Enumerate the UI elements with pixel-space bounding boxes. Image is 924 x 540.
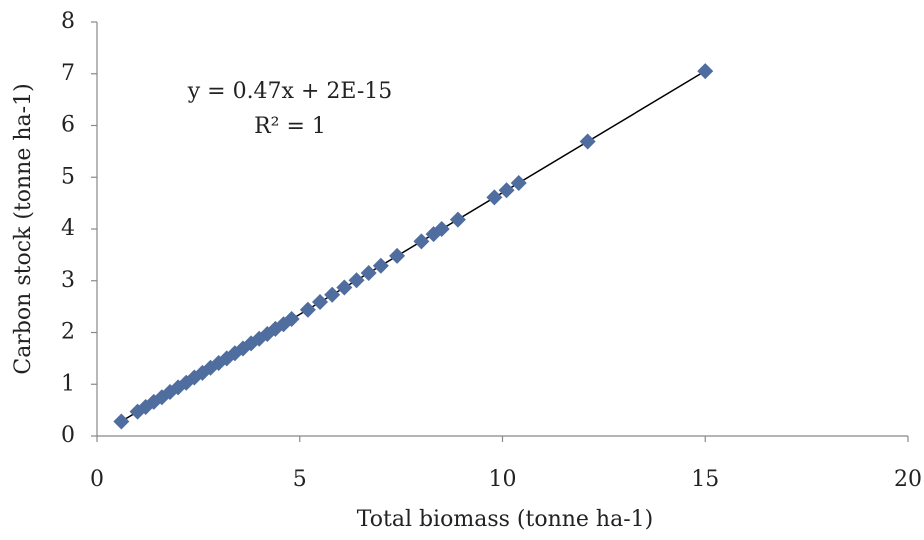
point <box>113 413 130 430</box>
y-tick-label: 3 <box>61 268 75 293</box>
x-tick-label: 15 <box>691 467 719 492</box>
point <box>299 301 316 318</box>
x-tick-label: 10 <box>489 467 517 492</box>
x-tick-label: 0 <box>90 467 104 492</box>
x-tick-label: 20 <box>894 467 922 492</box>
point <box>697 63 714 80</box>
point <box>433 221 450 237</box>
point <box>510 174 527 191</box>
y-tick-label: 7 <box>61 61 75 86</box>
equation: y = 0.47x + 2E-15 <box>187 79 393 104</box>
point <box>579 133 596 150</box>
y-tick-label: 2 <box>61 320 75 345</box>
y-tick-label: 8 <box>61 9 75 34</box>
point <box>312 293 329 310</box>
x-tick-label: 5 <box>293 467 307 492</box>
r-squared: R² = 1 <box>254 114 326 139</box>
y-axis-title: Carbon stock (tonne ha-1) <box>11 83 36 374</box>
point <box>498 182 515 199</box>
point <box>372 257 389 274</box>
point <box>449 211 466 228</box>
y-tick-label: 5 <box>61 164 75 189</box>
point <box>336 279 353 296</box>
y-tick-label: 0 <box>61 423 75 448</box>
point <box>324 286 341 303</box>
y-tick-label: 6 <box>61 113 75 138</box>
point <box>413 233 430 250</box>
point <box>348 272 365 289</box>
point <box>283 311 300 328</box>
point <box>389 247 406 264</box>
x-axis-title: Total biomass (tonne ha-1) <box>357 507 653 532</box>
y-tick-label: 1 <box>61 371 75 396</box>
point <box>486 189 503 206</box>
point <box>360 264 377 281</box>
y-tick-label: 4 <box>61 216 75 241</box>
